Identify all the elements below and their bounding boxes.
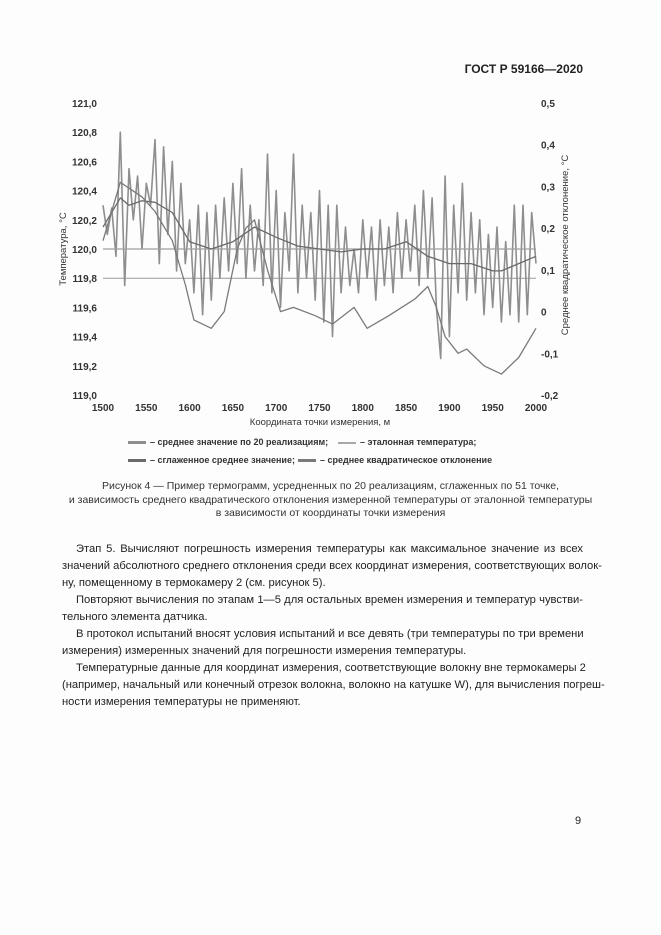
legend-label: – эталонная температура; bbox=[360, 437, 477, 447]
y2-tick-label: 0,1 bbox=[541, 266, 555, 277]
y-axis-label: Температура, °С bbox=[58, 212, 69, 286]
y-tick-label: 120,4 bbox=[72, 187, 97, 198]
text-line: измерения) измеренных значений для погре… bbox=[62, 645, 467, 657]
series-line-2 bbox=[102, 197, 537, 272]
y2-tick-label: 0,4 bbox=[541, 141, 555, 152]
text-line: В протокол испытаний вносят условия испы… bbox=[76, 628, 584, 640]
caption-line: в зависимости от координаты точки измере… bbox=[215, 507, 446, 519]
y-tick-label: 121,0 bbox=[72, 99, 97, 110]
y2-tick-label: -0,2 bbox=[541, 391, 559, 402]
legend-item-mean: – среднее значение по 20 реализациям; bbox=[128, 437, 328, 447]
legend-label: – среднее значение по 20 реализациям; bbox=[150, 437, 329, 447]
x-tick-label: 1900 bbox=[438, 403, 461, 414]
text-line: Температурные данные для координат измер… bbox=[76, 662, 586, 674]
series-line-3 bbox=[102, 181, 537, 375]
text-line: ности измерения температуры не применяют… bbox=[62, 696, 301, 708]
y-tick-label: 119,6 bbox=[73, 303, 98, 314]
body-text: Этап 5. Вычисляют погрешность измерения … bbox=[62, 541, 605, 711]
text-line: ну, помещенному в термокамеру 2 (см. рис… bbox=[62, 577, 326, 589]
text-line: (например, начальный или конечный отрезо… bbox=[62, 679, 605, 691]
y2-tick-label: 0,3 bbox=[541, 182, 555, 193]
y2-tick-label: 0,5 bbox=[541, 99, 555, 110]
x-axis-label: Координата точки измерения, м bbox=[250, 417, 390, 428]
y-tick-label: 120,6 bbox=[72, 157, 97, 168]
x-tick-label: 1600 bbox=[178, 403, 201, 414]
caption-line: Рисунок 4 — Пример термограмм, усредненн… bbox=[102, 480, 559, 492]
y2-tick-label: -0,1 bbox=[541, 349, 559, 360]
legend-item-smoothed: – сглаженное среднее значение; bbox=[128, 455, 295, 465]
x-tick-label: 1650 bbox=[222, 403, 245, 414]
figure-caption: Рисунок 4 — Пример термограмм, усредненн… bbox=[0, 480, 661, 521]
y-tick-label: 120,2 bbox=[72, 216, 97, 227]
legend-item-reference: – эталонная температура; bbox=[338, 437, 476, 447]
thermogram-chart: 1500 1550 1600 1650 1700 1750 1800 1850 1900 1950… bbox=[58, 99, 571, 428]
text-line: значений абсолютного среднего отклонения… bbox=[62, 560, 602, 572]
y-tick-label: 119,2 bbox=[73, 362, 98, 373]
legend-swatch bbox=[128, 441, 146, 445]
legend-label: – сглаженное среднее значение; bbox=[150, 455, 295, 465]
legend-swatch bbox=[298, 459, 316, 463]
x-tick-label: 1750 bbox=[308, 403, 331, 414]
x-tick-label: 1950 bbox=[482, 403, 505, 414]
y-tick-label: 119,4 bbox=[73, 333, 98, 344]
x-tick-label: 1500 bbox=[92, 403, 115, 414]
legend-label: – среднее квадратическое отклонение bbox=[320, 455, 493, 465]
legend-swatch bbox=[338, 441, 356, 444]
legend-swatch bbox=[128, 459, 146, 463]
paragraph: Этап 5. Вычисляют погрешность измерения … bbox=[62, 541, 602, 592]
x-tick-label: 1800 bbox=[352, 403, 375, 414]
x-tick-label: 1550 bbox=[135, 403, 158, 414]
y-tick-label: 119,8 bbox=[73, 274, 98, 285]
y-tick-label: 119,0 bbox=[73, 391, 98, 402]
series-line-0 bbox=[102, 131, 537, 360]
page-number: 9 bbox=[575, 815, 582, 827]
paragraph: Повторяют вычисления по этапам 1—5 для о… bbox=[62, 592, 583, 626]
document-id: ГОСТ Р 59166—2020 bbox=[464, 62, 583, 76]
paragraph: Температурные данные для координат измер… bbox=[62, 660, 605, 711]
caption-line: и зависимость среднего квадратического о… bbox=[68, 493, 593, 506]
legend-item-std: – среднее квадратическое отклонение bbox=[298, 455, 492, 465]
y-tick-label: 120,8 bbox=[72, 128, 97, 139]
y2-axis-label: Среднее квадратическое отклонение, °С bbox=[560, 155, 571, 336]
text-line: Этап 5. Вычисляют погрешность измерения … bbox=[76, 543, 583, 555]
x-tick-label: 1850 bbox=[395, 403, 418, 414]
y2-tick-label: 0,2 bbox=[541, 224, 555, 235]
paragraph: В протокол испытаний вносят условия испы… bbox=[62, 626, 584, 660]
x-tick-label: 1700 bbox=[265, 403, 288, 414]
text-line: тельного элемента датчика. bbox=[62, 611, 208, 623]
text-line: Повторяют вычисления по этапам 1—5 для о… bbox=[76, 594, 583, 606]
y-tick-label: 120,0 bbox=[72, 245, 97, 256]
y2-tick-label: 0 bbox=[541, 308, 547, 319]
x-tick-label: 2000 bbox=[525, 403, 548, 414]
